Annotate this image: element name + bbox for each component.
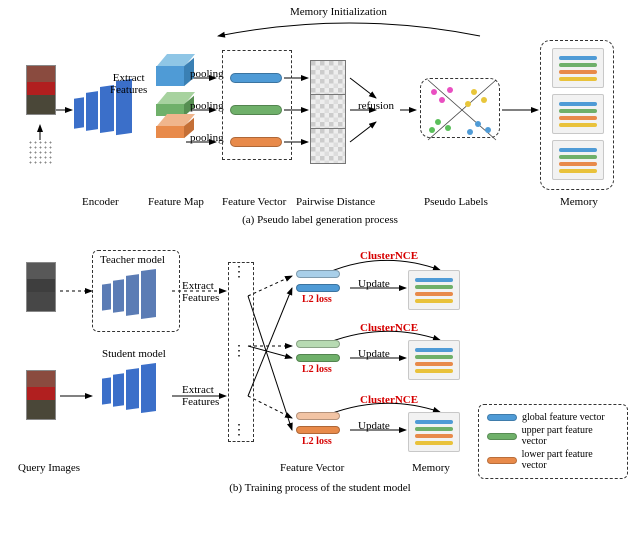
feature-map-global — [156, 60, 184, 88]
update-label-1: Update — [358, 278, 390, 290]
pseudo-labels-label: Pseudo Labels — [424, 196, 488, 208]
legend-lower-text: lower part feature vector — [522, 449, 619, 471]
panel-b: Teacher model Student model Extract Feat… — [0, 236, 640, 536]
panel-b-caption: (b) Training process of the student mode… — [0, 482, 640, 494]
update-label-2: Update — [358, 348, 390, 360]
fvec-lower-student — [296, 426, 340, 434]
feature-map-label: Feature Map — [148, 196, 204, 208]
student-encoder — [102, 364, 162, 424]
fvec-upper-teacher — [296, 340, 340, 348]
legend-upper-text: upper part feature vector — [522, 425, 619, 447]
cluster-label-2: ClusterNCE — [360, 322, 418, 334]
fvec-global-student — [296, 284, 340, 292]
memory-bank-1 — [552, 48, 604, 88]
memory-bank-2 — [552, 94, 604, 134]
mem-init-label: Memory Initialization — [290, 6, 387, 18]
extract-features-label: Extract Features — [110, 72, 147, 96]
refusion-label: refusion — [358, 100, 394, 112]
feature-vector-label-b: Feature Vector — [280, 462, 344, 474]
extract-label-t: Extract Features — [182, 280, 219, 304]
teacher-label: Teacher model — [100, 254, 165, 266]
pairwise-label: Pairwise Distance — [296, 196, 375, 208]
legend-global-text: global feature vector — [522, 412, 605, 423]
fvec-upper-a — [230, 105, 282, 115]
teacher-encoder — [102, 270, 162, 330]
update-label-3: Update — [358, 420, 390, 432]
input-image — [26, 65, 56, 115]
pairwise-2 — [310, 94, 346, 130]
encoder-label: Encoder — [82, 196, 119, 208]
student-label: Student model — [102, 348, 166, 360]
feature-map-lower — [156, 120, 184, 138]
memory-b-2 — [408, 340, 460, 380]
pooling-label-1: pooling — [190, 68, 224, 80]
legend-box: global feature vector upper part feature… — [478, 404, 628, 479]
l2-label-2: L2 loss — [302, 364, 332, 375]
noise-icon — [28, 140, 54, 166]
legend-global: global feature vector — [487, 412, 619, 423]
memory-b-3 — [408, 412, 460, 452]
cluster-label-3: ClusterNCE — [360, 394, 418, 406]
pairwise-1 — [310, 60, 346, 96]
pseudo-label-scatter — [420, 78, 500, 138]
pairwise-3 — [310, 128, 346, 164]
pooling-label-3: pooling — [190, 132, 224, 144]
legend-lower: lower part feature vector — [487, 449, 619, 471]
fvec-global-teacher — [296, 270, 340, 278]
fvec-lower-teacher — [296, 412, 340, 420]
pooling-label-2: pooling — [190, 100, 224, 112]
memory-label-a: Memory — [560, 196, 598, 208]
fvec-lower-a — [230, 137, 282, 147]
query-images-label: Query Images — [18, 462, 80, 474]
dots-column: ⋮⋮⋮ — [232, 270, 250, 434]
extract-label-s: Extract Features — [182, 384, 219, 408]
memory-label-b: Memory — [412, 462, 450, 474]
l2-label-1: L2 loss — [302, 294, 332, 305]
query-image-student — [26, 370, 56, 420]
memory-b-1 — [408, 270, 460, 310]
fvec-upper-student — [296, 354, 340, 362]
query-image-teacher — [26, 262, 56, 312]
legend-upper: upper part feature vector — [487, 425, 619, 447]
l2-label-3: L2 loss — [302, 436, 332, 447]
panel-a-caption: (a) Pseudo label generation process — [0, 214, 640, 226]
feature-vector-label-a: Feature Vector — [222, 196, 286, 208]
cluster-label-1: ClusterNCE — [360, 250, 418, 262]
memory-bank-3 — [552, 140, 604, 180]
fvec-global-a — [230, 73, 282, 83]
panel-a: Extract Features pooling pooling pooling… — [0, 0, 640, 235]
